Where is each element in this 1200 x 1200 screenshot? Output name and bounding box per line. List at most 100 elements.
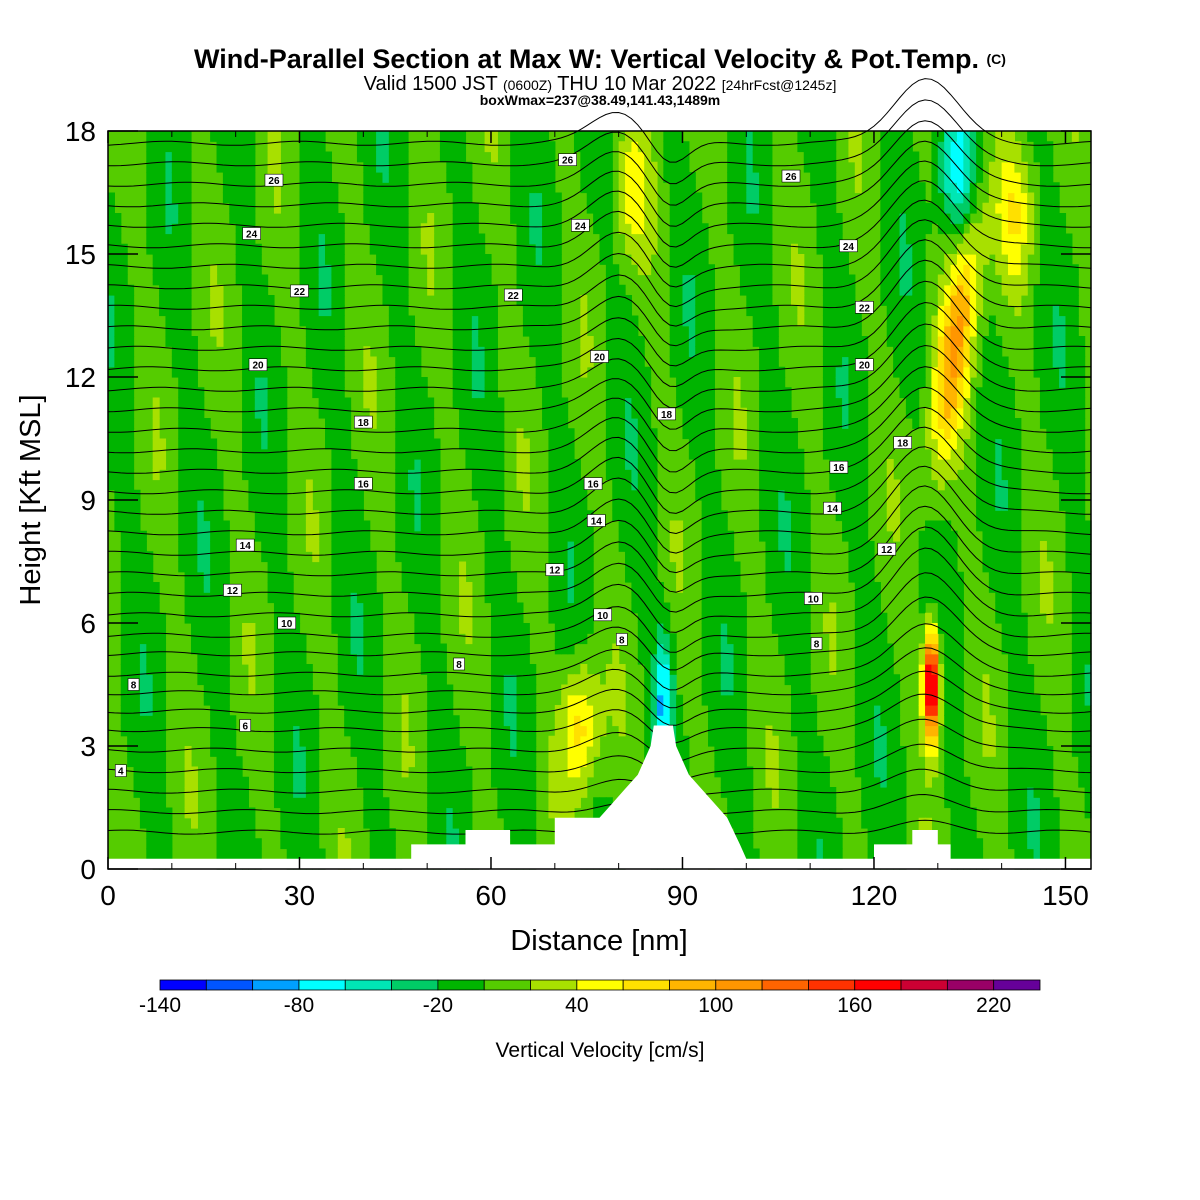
velocity-cell: [497, 715, 505, 727]
velocity-cell: [612, 510, 620, 522]
velocity-cell: [797, 756, 805, 768]
velocity-cell: [312, 315, 320, 327]
velocity-cell: [905, 151, 913, 163]
velocity-cell: [459, 161, 467, 173]
velocity-cell: [695, 346, 703, 358]
velocity-cell: [273, 366, 281, 378]
velocity-cell: [759, 428, 767, 440]
velocity-cell: [797, 776, 805, 788]
velocity-cell: [222, 643, 230, 655]
velocity-cell: [714, 653, 722, 665]
velocity-cell: [880, 817, 888, 829]
velocity-cell: [867, 674, 875, 686]
velocity-cell: [548, 254, 556, 265]
velocity-cell: [376, 787, 384, 798]
velocity-cell: [395, 541, 403, 552]
velocity-cell: [356, 151, 364, 163]
velocity-cell: [363, 694, 371, 706]
velocity-cell: [382, 151, 390, 163]
velocity-cell: [695, 387, 703, 399]
velocity-cell: [229, 202, 237, 214]
velocity-cell: [918, 705, 926, 716]
velocity-cell: [376, 797, 384, 809]
velocity-cell: [854, 643, 862, 655]
velocity-cell: [248, 182, 256, 194]
velocity-cell: [369, 807, 377, 819]
velocity-cell: [554, 448, 562, 460]
velocity-cell: [778, 582, 786, 593]
velocity-cell: [395, 356, 403, 368]
velocity-cell: [918, 254, 926, 265]
velocity-cell: [867, 797, 875, 809]
velocity-cell: [363, 161, 371, 173]
velocity-cell: [414, 551, 422, 563]
velocity-cell: [765, 459, 773, 470]
velocity-cell: [618, 213, 626, 224]
velocity-cell: [267, 448, 275, 460]
velocity-cell: [222, 141, 230, 153]
velocity-cell: [408, 756, 415, 768]
velocity-cell: [682, 254, 690, 265]
velocity-cell: [682, 407, 690, 419]
velocity-cell: [522, 735, 530, 747]
velocity-cell: [382, 131, 390, 142]
velocity-cell: [293, 838, 301, 850]
velocity-cell: [248, 202, 256, 214]
velocity-cell: [561, 407, 569, 419]
velocity-cell: [465, 623, 473, 634]
velocity-cell: [816, 141, 824, 153]
velocity-cell: [848, 336, 856, 347]
velocity-cell: [612, 284, 620, 296]
velocity-cell: [759, 459, 767, 470]
velocity-cell: [714, 643, 722, 655]
velocity-cell: [861, 766, 869, 778]
velocity-cell: [816, 848, 824, 860]
velocity-cell: [420, 530, 428, 542]
velocity-cell: [554, 407, 562, 419]
velocity-cell: [490, 674, 498, 686]
velocity-cell: [784, 407, 792, 419]
velocity-cell: [554, 776, 562, 788]
velocity-cell: [248, 438, 256, 450]
velocity-cell: [829, 438, 837, 450]
velocity-cell: [548, 612, 556, 624]
velocity-cell: [835, 448, 843, 460]
velocity-cell: [133, 735, 141, 747]
velocity-cell: [171, 233, 179, 245]
velocity-cell: [854, 674, 862, 686]
velocity-cell: [197, 479, 205, 491]
velocity-cell: [695, 325, 703, 337]
velocity-cell: [644, 633, 652, 645]
velocity-cell: [146, 233, 154, 245]
velocity-cell: [790, 438, 798, 450]
velocity-cell: [120, 479, 128, 491]
velocity-cell: [159, 756, 167, 768]
velocity-cell: [216, 295, 224, 306]
velocity-cell: [586, 715, 594, 727]
velocity-cell: [503, 623, 511, 634]
velocity-cell: [580, 571, 588, 583]
velocity-cell: [803, 643, 811, 655]
velocity-cell: [382, 223, 390, 235]
velocity-cell: [242, 182, 250, 194]
velocity-cell: [631, 592, 639, 604]
velocity-cell: [631, 479, 639, 491]
velocity-cell: [784, 397, 792, 409]
velocity-cell: [452, 264, 460, 276]
velocity-cell: [159, 735, 167, 747]
velocity-cell: [548, 182, 556, 194]
velocity-cell: [273, 705, 281, 716]
velocity-cell: [280, 479, 288, 491]
velocity-cell: [254, 274, 262, 286]
velocity-cell: [133, 746, 141, 757]
velocity-cell: [644, 664, 652, 675]
velocity-cell: [242, 807, 250, 819]
velocity-cell: [784, 664, 792, 675]
velocity-cell: [197, 428, 205, 440]
velocity-cell: [229, 766, 237, 778]
velocity-cell: [369, 223, 377, 235]
velocity-cell: [625, 356, 633, 368]
velocity-cell: [605, 233, 613, 245]
velocity-cell: [829, 469, 837, 481]
